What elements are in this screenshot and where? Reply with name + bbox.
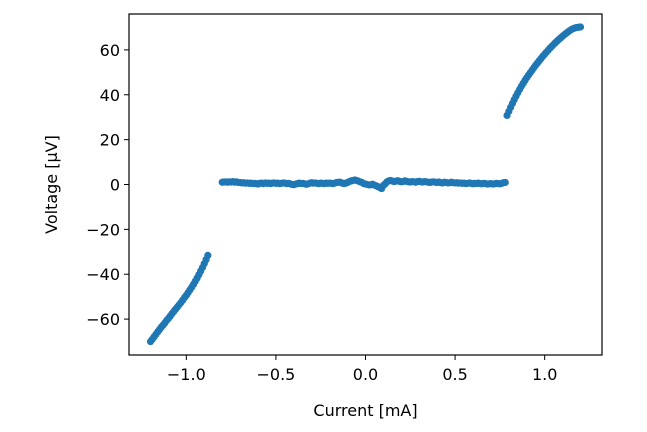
x-tick-label: −1.0 — [167, 365, 206, 384]
data-point — [501, 178, 509, 187]
x-tick-label: 1.0 — [532, 365, 557, 384]
y-tick-label: 40 — [100, 86, 120, 105]
x-axis-label: Current [mA] — [313, 401, 417, 420]
y-tick-label: −60 — [86, 310, 120, 329]
x-tick-label: 0.5 — [442, 365, 467, 384]
y-tick-label: −20 — [86, 220, 120, 239]
y-axis-ticks: −60 −40 −20 0 20 40 60 — [86, 41, 129, 329]
x-axis-ticks: −1.0 −0.5 0.0 0.5 1.0 — [167, 355, 557, 384]
y-tick-label: 60 — [100, 41, 120, 60]
y-tick-label: 20 — [100, 131, 120, 150]
x-tick-label: 0.0 — [353, 365, 378, 384]
data-points — [146, 23, 585, 346]
y-tick-label: −40 — [86, 265, 120, 284]
y-axis-label: Voltage [µV] — [42, 135, 61, 234]
data-point — [576, 23, 585, 31]
x-tick-label: −0.5 — [256, 365, 295, 384]
data-point — [204, 251, 212, 259]
y-tick-label: 0 — [110, 176, 120, 195]
